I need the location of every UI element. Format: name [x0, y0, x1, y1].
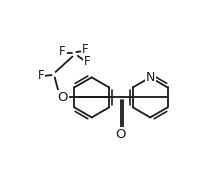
Text: O: O	[57, 91, 68, 104]
Text: F: F	[84, 55, 90, 69]
Text: N: N	[146, 71, 155, 84]
Text: F: F	[82, 43, 89, 56]
Text: F: F	[38, 69, 44, 82]
Text: O: O	[116, 128, 126, 141]
Text: F: F	[59, 45, 66, 58]
